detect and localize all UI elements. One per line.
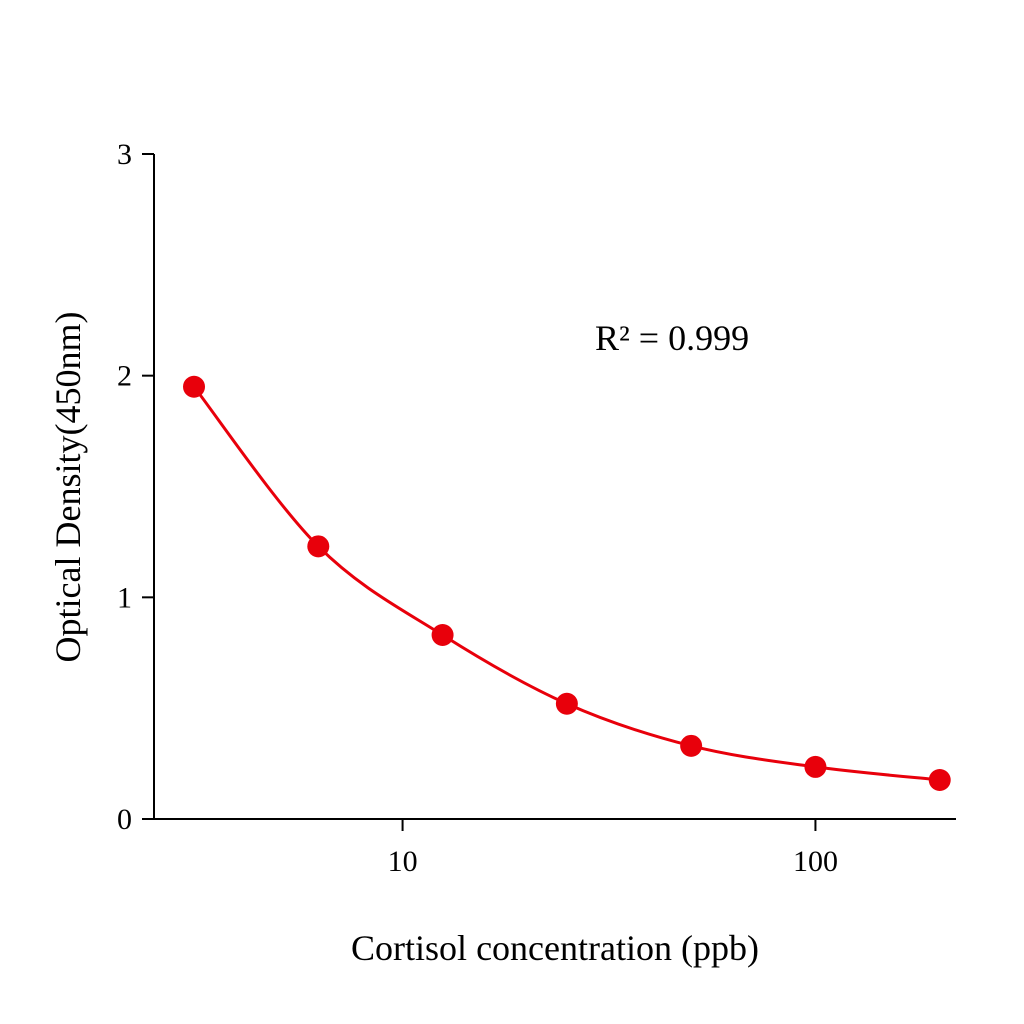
- r-squared-annotation: R² = 0.999: [595, 318, 749, 358]
- y-tick-label: 0: [117, 803, 132, 836]
- data-point: [555, 692, 578, 715]
- y-tick-label: 2: [117, 360, 132, 393]
- y-tick-label: 3: [117, 138, 132, 171]
- y-tick-label: 1: [117, 581, 132, 614]
- fit-curve: [192, 385, 940, 782]
- x-tick-label: 100: [793, 845, 838, 878]
- data-point: [680, 734, 703, 757]
- data-point: [431, 624, 454, 647]
- data-point: [928, 768, 951, 791]
- x-tick-label: 10: [388, 845, 418, 878]
- data-point: [183, 375, 206, 398]
- data-point: [804, 755, 827, 778]
- x-axis-label: Cortisol concentration (ppb): [351, 928, 759, 968]
- data-point: [307, 535, 330, 558]
- y-axis-label: Optical Density(450nm): [48, 312, 88, 663]
